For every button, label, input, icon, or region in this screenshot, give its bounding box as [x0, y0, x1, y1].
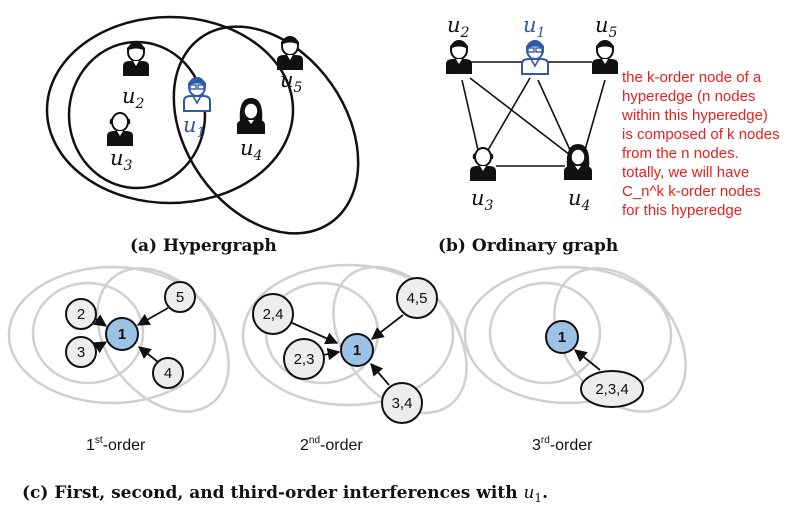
edge-arrow — [289, 321, 339, 345]
panel-a-hypergraph: u2 u5 u1 u3 u4 (a) Hypergraph — [45, 15, 360, 256]
user-u2-label: u2 — [122, 84, 145, 112]
user-u4-label: u4 — [240, 136, 262, 164]
neighbor-node — [65, 336, 97, 368]
hyperedge-ellipse — [241, 263, 455, 407]
panel-a-caption: (a) Hypergraph — [130, 236, 277, 256]
neighbor-node-label: 5 — [176, 289, 184, 306]
note-line: for this hyperedge — [622, 202, 742, 219]
hyperedge-ellipse-outer — [45, 15, 295, 205]
note-line: is composed of k nodes — [622, 126, 780, 143]
panel-c-first-order: 1 2 3 5 4 1st-order — [7, 265, 230, 454]
neighbor-node — [283, 338, 325, 380]
order-label: 1st-order — [86, 435, 146, 454]
user-u1-label: u1 — [183, 113, 205, 141]
hyperedge-ellipse — [31, 281, 145, 385]
edge-arrow — [136, 307, 169, 326]
edge-arrow — [574, 349, 601, 371]
neighbor-node-label: 2,3,4 — [595, 381, 628, 398]
neighbor-node-label: 2,4 — [263, 306, 284, 323]
hyperedge-ellipse — [488, 281, 602, 385]
center-node-label: 1 — [558, 329, 566, 346]
center-node-label: 1 — [353, 342, 361, 359]
user-u5-icon — [276, 36, 304, 71]
user-u3-icon — [106, 112, 134, 147]
order-label: 3rd-order — [532, 435, 593, 454]
hyperedge-ellipse-left — [67, 40, 207, 190]
edge-u1-u3 — [487, 77, 531, 151]
user-u3-icon — [469, 147, 497, 182]
note-line: from the n nodes. — [622, 145, 739, 162]
neighbor-node-label: 4,5 — [407, 290, 428, 307]
edge-arrow — [93, 314, 108, 327]
user-u1-icon — [521, 40, 549, 75]
edge-arrow — [370, 363, 390, 386]
center-node-u1 — [545, 320, 579, 354]
neighbor-node — [381, 382, 423, 424]
edge-u2-u3 — [461, 79, 479, 151]
hyperedge-ellipse — [463, 265, 673, 405]
user-u2-label: u2 — [447, 13, 470, 41]
user-u3-label: u3 — [110, 146, 133, 174]
note-line: totally, we will have — [622, 164, 749, 181]
user-u1-label: u1 — [523, 13, 545, 41]
neighbor-node — [252, 293, 294, 335]
user-u5-label: u5 — [280, 68, 303, 96]
note-line: C_n^k k-order nodes — [622, 183, 761, 200]
hyperedge-ellipse — [553, 267, 687, 413]
hyperedge-ellipse — [96, 267, 230, 413]
user-u4-icon — [563, 143, 593, 181]
edge-arrow — [138, 346, 159, 363]
note-line: hyperedge (n nodes — [622, 88, 755, 105]
k-order-note: the k-order node of a hyperedge (n nodes… — [621, 69, 780, 219]
neighbor-node-label: 3,4 — [392, 395, 413, 412]
neighbor-node — [580, 370, 644, 408]
panel-c-third-order: 1 2,3,4 3rd-order — [463, 265, 687, 454]
neighbor-node — [164, 281, 196, 313]
graph-edges — [461, 61, 606, 167]
neighbor-node-label: 2,3 — [294, 351, 315, 368]
center-node-label: 1 — [118, 326, 126, 343]
panel-c-caption: (c) First, second, and third-order inter… — [22, 483, 548, 505]
note-line: the k-order node of a — [622, 69, 762, 86]
neighbor-node-label: 3 — [77, 344, 85, 361]
neighbor-node — [65, 298, 97, 330]
panel-c-second-order: 1 2,4 2,3 4,5 3,4 2nd-order — [241, 263, 468, 454]
edge-u1-u4 — [537, 79, 571, 151]
hyperedge-ellipse-right — [172, 25, 360, 235]
center-node-u1 — [340, 333, 374, 367]
panel-b-caption: (b) Ordinary graph — [438, 236, 618, 256]
edge-u5-u4 — [584, 79, 606, 151]
edge-arrow — [371, 314, 404, 340]
user-u1-icon — [183, 77, 211, 112]
user-u2-icon — [445, 40, 473, 75]
edge-u2-u4 — [469, 77, 571, 156]
edge-arrow — [93, 341, 108, 354]
neighbor-node — [396, 277, 438, 319]
note-line: within this hyperedge) — [621, 107, 768, 124]
user-u5-icon — [591, 40, 619, 75]
center-node-u1 — [105, 317, 139, 351]
user-u4-icon — [236, 97, 266, 135]
neighbor-node-label: 4 — [164, 365, 172, 382]
neighbor-node-label: 2 — [77, 306, 85, 323]
user-u3-label: u3 — [471, 186, 494, 214]
user-u5-label: u5 — [595, 13, 618, 41]
edge-arrow — [322, 347, 341, 361]
hyperedge-ellipse — [332, 265, 468, 415]
user-u2-icon — [122, 42, 150, 77]
neighbor-node — [152, 357, 184, 389]
panel-b-ordinary-graph: u2 u1 u5 u3 u4 the k-order node of a hyp… — [438, 13, 780, 256]
order-label: 2nd-order — [300, 435, 363, 454]
hyperedge-ellipse — [7, 265, 217, 405]
user-u4-label: u4 — [568, 186, 590, 214]
